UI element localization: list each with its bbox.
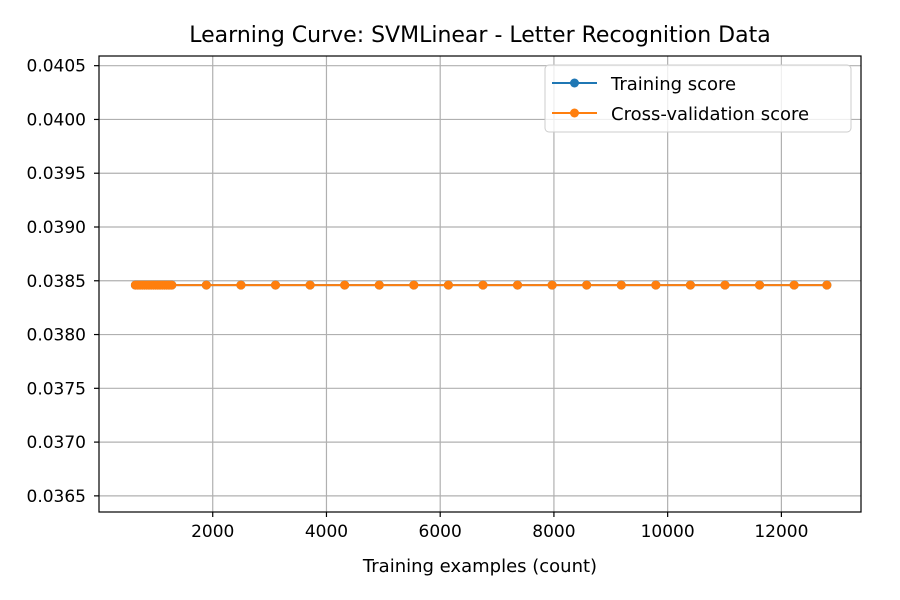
legend-box	[544, 64, 852, 133]
data-point-cross-validation	[236, 280, 246, 290]
x-tick-label: 10000	[641, 522, 695, 542]
x-axis-ticks: 2000 4000 6000 8000 10000 12000	[191, 512, 808, 542]
y-tick-label: 0.0405	[27, 57, 86, 77]
data-point-cross-validation	[582, 280, 592, 290]
data-point-cross-validation	[340, 280, 350, 290]
y-tick-label: 0.0400	[27, 110, 86, 130]
data-point-cross-validation	[513, 280, 523, 290]
data-point-cross-validation	[789, 280, 799, 290]
y-tick-label: 0.0395	[27, 164, 86, 184]
y-tick-label: 0.0380	[27, 326, 86, 346]
data-point-cross-validation	[547, 280, 557, 290]
plot-area	[130, 280, 832, 290]
y-axis-ticks: 0.0365 0.0370 0.0375 0.0380 0.0385 0.0390 0.03…	[27, 57, 99, 507]
x-tick-label: 12000	[754, 522, 808, 542]
data-point-cross-validation	[822, 280, 832, 290]
axes-frame	[98, 55, 862, 513]
x-tick-label: 2000	[191, 522, 234, 542]
data-point-cross-validation	[271, 280, 281, 290]
y-tick-label: 0.0370	[27, 433, 86, 453]
data-point-cross-validation	[167, 280, 177, 290]
y-tick-label: 0.0390	[27, 218, 86, 238]
chart-title: Learning Curve: SVMLinear - Letter Recog…	[189, 23, 770, 48]
data-point-cross-validation	[305, 280, 315, 290]
x-tick-label: 8000	[532, 522, 575, 542]
data-point-cross-validation	[720, 280, 730, 290]
x-tick-label: 4000	[305, 522, 348, 542]
data-point-cross-validation	[651, 280, 661, 290]
y-tick-label: 0.0365	[27, 487, 86, 507]
legend-marker-cv	[570, 108, 579, 118]
data-point-cross-validation	[616, 280, 626, 290]
legend: Training score Cross-validation score	[544, 64, 852, 133]
data-point-cross-validation	[374, 280, 384, 290]
x-axis-label: Training examples (count)	[362, 556, 597, 577]
legend-label-training: Training score	[610, 74, 736, 95]
data-point-cross-validation	[755, 280, 765, 290]
legend-marker-training	[570, 78, 579, 88]
data-point-cross-validation	[409, 280, 419, 290]
legend-label-cv: Cross-validation score	[611, 104, 809, 125]
data-point-cross-validation	[685, 280, 695, 290]
data-point-cross-validation	[201, 280, 211, 290]
y-tick-label: 0.0385	[27, 272, 86, 292]
y-tick-label: 0.0375	[27, 379, 86, 399]
data-point-cross-validation	[443, 280, 453, 290]
x-tick-label: 6000	[419, 522, 462, 542]
data-point-cross-validation	[478, 280, 488, 290]
